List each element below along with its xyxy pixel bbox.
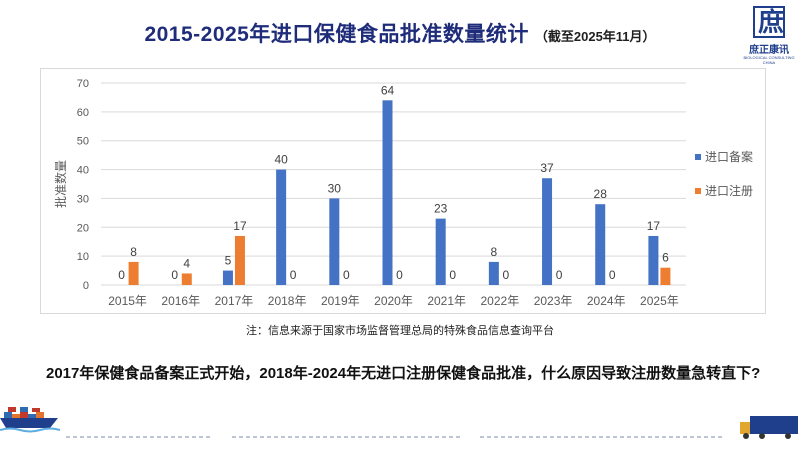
ship-icon — [0, 407, 61, 433]
x-tick-label: 2020年 — [374, 294, 413, 308]
data-label: 6 — [662, 251, 669, 265]
logo-glyph: 庶 — [758, 8, 785, 37]
bar — [234, 235, 245, 285]
y-tick-label: 40 — [77, 165, 89, 177]
data-label: 0 — [556, 268, 563, 282]
data-label: 17 — [647, 219, 661, 233]
data-label: 0 — [343, 268, 350, 282]
data-label: 28 — [594, 187, 608, 201]
source-note: 注：信息来源于国家市场监督管理总局的特殊食品信息查询平台 — [246, 325, 554, 337]
x-tick-label: 2019年 — [321, 294, 360, 308]
bar — [595, 204, 606, 285]
bar — [488, 261, 499, 285]
chart-container: 0 10 20 30 40 50 60 70 批准数量 2015年 0 8 2016年 0 4 2017年 5 1… — [40, 68, 766, 314]
data-label: 5 — [225, 254, 232, 268]
data-label: 40 — [274, 153, 288, 167]
legend-swatch — [695, 154, 701, 160]
legend-label: 进口注册 — [705, 183, 753, 198]
question-text: 2017年保健食品备案正式开始，2018年-2024年无进口注册保健食品批准，什… — [46, 365, 761, 382]
x-tick-label: 2017年 — [215, 294, 254, 308]
bar — [181, 273, 192, 285]
bar — [648, 235, 659, 285]
data-label: 0 — [171, 268, 178, 282]
data-label: 0 — [609, 268, 616, 282]
data-label: 0 — [503, 268, 510, 282]
legend-label: 进口备案 — [705, 149, 753, 164]
x-tick-label: 2018年 — [268, 294, 307, 308]
bar — [660, 267, 671, 285]
data-label: 8 — [491, 245, 498, 259]
data-label: 0 — [118, 268, 125, 282]
logo-name: 庶正康讯 — [749, 45, 789, 56]
x-tick-label: 2016年 — [161, 294, 200, 308]
chart-subtitle: （截至2025年11月） — [534, 29, 656, 44]
x-tick-label: 2015年 — [108, 294, 147, 308]
bar — [382, 100, 393, 285]
data-label: 8 — [130, 245, 137, 259]
data-label: 4 — [183, 256, 190, 270]
data-label: 64 — [381, 83, 395, 97]
data-label: 37 — [540, 161, 554, 175]
x-tick-label: 2021年 — [427, 294, 466, 308]
logo-tagline: BIOLOGICAL CONSULTING CHINA — [743, 55, 795, 65]
data-label: 0 — [290, 268, 297, 282]
data-label: 17 — [233, 219, 247, 233]
y-tick-label: 70 — [77, 78, 89, 90]
bar — [329, 198, 340, 285]
y-tick-label: 10 — [77, 251, 89, 263]
y-tick-label: 30 — [77, 193, 89, 205]
bar — [128, 261, 139, 285]
truck-icon — [740, 416, 798, 439]
data-label: 23 — [434, 202, 448, 216]
y-tick-label: 60 — [77, 107, 89, 119]
logo-mark: 庶 — [753, 6, 785, 38]
data-label: 30 — [328, 181, 342, 195]
y-tick-label: 0 — [83, 280, 89, 292]
bar — [435, 218, 446, 285]
chart-title: 2015-2025年进口保健食品批准数量统计 — [144, 23, 529, 46]
bar — [542, 178, 553, 285]
bar — [276, 169, 287, 285]
x-tick-label: 2022年 — [481, 294, 520, 308]
data-label: 0 — [449, 268, 456, 282]
bar-chart: 010203040506070批准数量2015年082016年042017年51… — [53, 78, 753, 308]
x-tick-label: 2025年 — [640, 294, 679, 308]
y-tick-label: 50 — [77, 136, 89, 148]
data-label: 0 — [396, 268, 403, 282]
chart-title-block: 2015-2025年进口保健食品批准数量统计 （截至2025年11月） — [0, 18, 800, 48]
x-tick-label: 2023年 — [534, 294, 573, 308]
x-tick-label: 2024年 — [587, 294, 626, 308]
y-tick-label: 20 — [77, 222, 89, 234]
y-axis-label: 批准数量 — [53, 160, 68, 208]
footer-decoration — [0, 407, 798, 439]
legend-swatch — [695, 188, 701, 194]
company-logo: 庶 庶正康讯 BIOLOGICAL CONSULTING CHINA — [742, 6, 796, 65]
bar — [222, 270, 233, 285]
